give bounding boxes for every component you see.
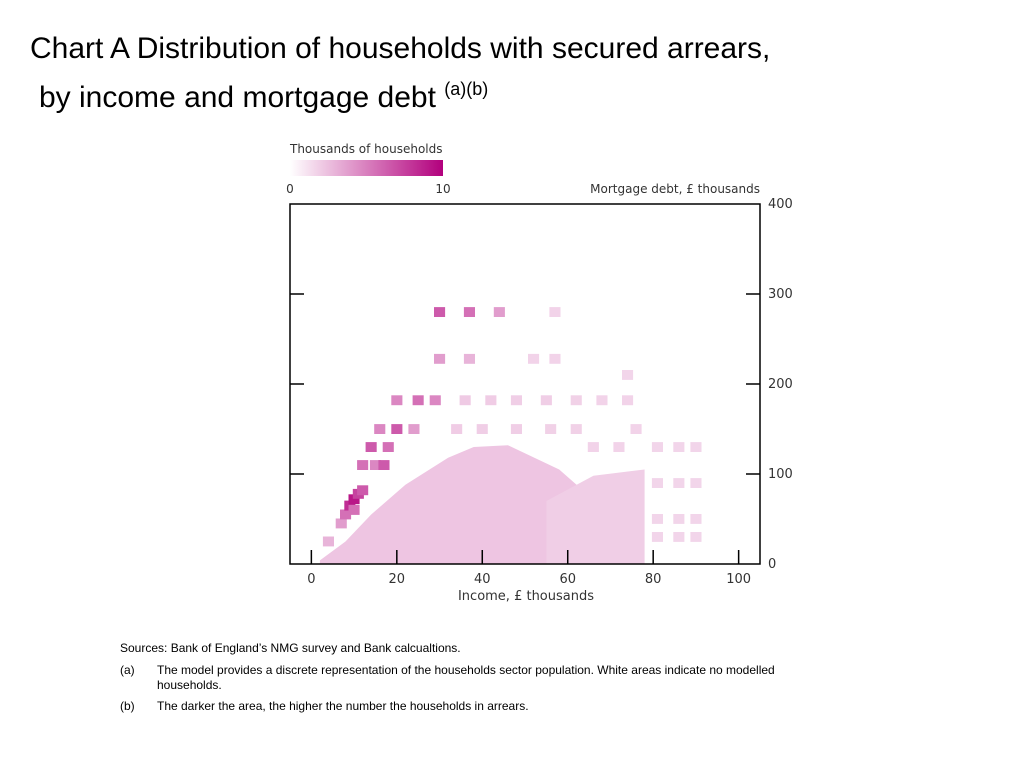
footnote-a-label: (a) [120,663,135,677]
heat-cells [322,307,702,547]
heat-cell-48 [651,514,663,524]
heat-cell-49 [673,514,685,524]
heat-cell-15 [408,424,420,434]
heat-cell-16 [391,395,403,406]
x-tick-label-20: 20 [389,572,406,587]
heat-cell-43 [673,442,685,452]
heat-cell-7 [348,505,360,515]
heat-cell-50 [690,514,702,524]
heat-region-0 [319,445,594,564]
y-tick-label-100: 100 [768,467,793,482]
heat-cell-26 [549,353,561,364]
title-line-2-text: by income and mortgage debt [39,81,436,114]
heat-cell-42 [651,442,663,452]
x-tick-label-0: 0 [307,572,315,587]
color-legend: Thousands of households 0 10 [286,142,450,196]
heatmap-chart: Thousands of households 0 10 0 20 40 60 80 10… [286,142,793,604]
heat-cell-1 [335,518,347,529]
heat-cell-6 [357,485,369,496]
heat-cell-36 [510,424,522,434]
legend-title: Thousands of households [289,142,443,156]
heat-cell-34 [451,424,463,434]
heat-cell-23 [493,307,505,317]
heat-cell-9 [369,460,381,470]
x-tick-label-40: 40 [474,572,491,587]
heat-cell-17 [412,395,424,406]
y-axis-label: Mortgage debt, £ thousands [590,182,760,196]
x-tick-label-100: 100 [726,572,751,587]
y-axis-ticks: 0 100 200 300 400 [290,197,793,572]
heat-cell-51 [651,532,663,542]
sources-note: Sources: Bank of England’s NMG survey an… [120,641,461,655]
heat-cell-11 [365,442,377,452]
legend-max-label: 10 [435,182,450,196]
heat-cell-14 [391,424,403,434]
heat-cell-41 [630,424,642,434]
heat-cell-13 [374,424,386,434]
y-tick-label-300: 300 [768,287,793,302]
footnote-b-label: (b) [120,699,135,713]
heat-cell-52 [673,532,685,542]
x-axis-label: Income, £ thousands [458,589,594,604]
title-line-1: Chart A Distribution of households with … [30,32,771,65]
heat-cell-29 [510,395,522,406]
heat-cell-0 [322,536,334,547]
heat-regions [319,445,645,564]
heat-cell-44 [690,442,702,452]
heat-cell-32 [596,395,608,406]
heat-cell-22 [463,307,475,317]
heat-cell-25 [528,353,540,364]
heat-cell-20 [463,353,475,364]
heat-cell-28 [485,395,497,406]
heat-cell-30 [540,395,552,406]
heat-cell-33 [622,395,634,406]
heat-cell-8 [357,460,369,470]
footnote-b: (b) The darker the area, the higher the … [120,699,780,714]
heat-cell-46 [673,478,685,488]
title-line-2: by income and mortgage debt (a)(b) [30,69,770,118]
heat-cell-24 [549,307,561,317]
heat-cell-2 [340,509,352,520]
heat-cell-18 [429,395,441,406]
heat-cell-10 [378,460,390,470]
heat-cell-38 [570,424,582,434]
heat-cell-54 [622,370,634,380]
x-tick-label-60: 60 [559,572,576,587]
y-tick-label-0: 0 [768,557,776,572]
heat-region-1 [546,469,645,564]
x-tick-label-80: 80 [645,572,662,587]
x-axis-ticks: 0 20 40 60 80 100 [307,550,751,587]
chart-notes: Sources: Bank of England’s NMG survey an… [120,641,780,720]
footnote-a: (a) The model provides a discrete repres… [120,663,780,693]
title-footnote-marker: (a)(b) [444,79,489,99]
y-tick-label-400: 400 [768,197,793,212]
heat-cell-40 [613,442,625,452]
heat-cell-31 [570,395,582,406]
y-tick-label-200: 200 [768,377,793,392]
heat-cell-27 [459,395,471,406]
heat-cell-47 [690,478,702,488]
footnote-b-text: The darker the area, the higher the numb… [157,699,529,713]
heat-cell-12 [382,442,394,452]
heat-cell-4 [348,494,360,505]
heat-cell-21 [434,307,446,317]
heat-cell-53 [690,532,702,542]
heat-cell-39 [587,442,599,452]
heat-cell-35 [476,424,488,434]
heat-cell-19 [434,353,446,364]
footnote-a-text: The model provides a discrete representa… [157,663,775,692]
heat-cell-37 [545,424,557,434]
chart-title: Chart A Distribution of households with … [30,28,770,118]
legend-min-label: 0 [286,182,294,196]
legend-color-bar [290,160,443,176]
heat-cell-45 [651,478,663,488]
